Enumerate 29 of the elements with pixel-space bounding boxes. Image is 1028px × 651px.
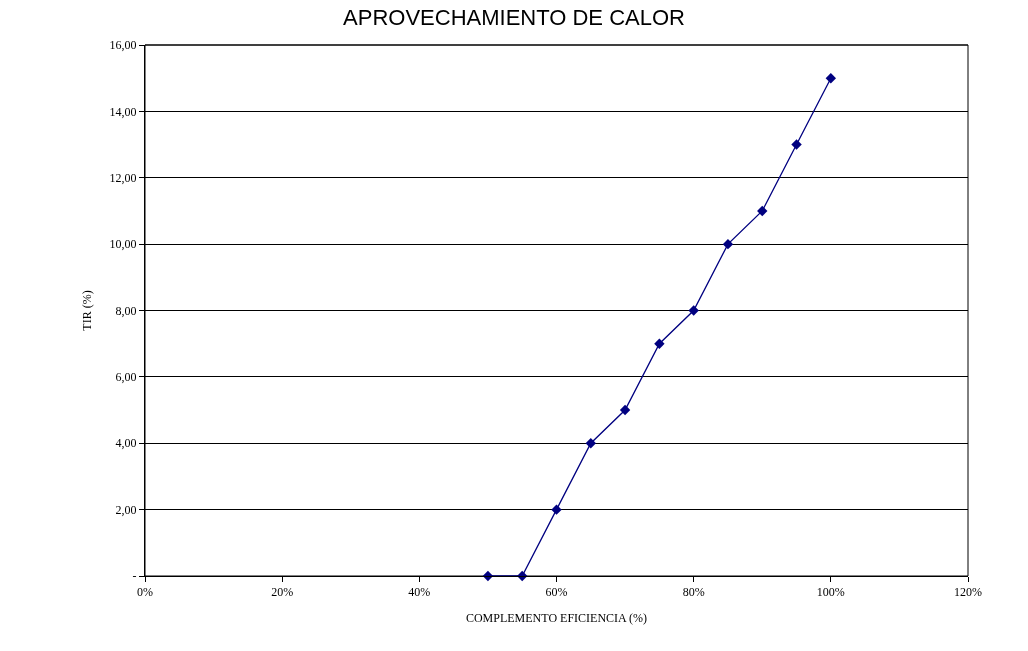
x-tick-label: 20% (271, 585, 294, 600)
x-tick-label: 100% (816, 585, 845, 600)
point (551, 504, 562, 515)
point (757, 205, 768, 217)
y-axis-title: TIR (%) (79, 290, 94, 331)
y-tick-label: 8,00 (115, 303, 137, 318)
point (791, 139, 802, 150)
point (722, 238, 734, 250)
y-tick-label: 4,00 (115, 436, 137, 451)
y-tick-label: 2,00 (115, 502, 137, 517)
x-tick-label: 0% (137, 585, 153, 600)
point (585, 438, 596, 449)
point (654, 338, 665, 349)
point (482, 570, 494, 582)
x-tick-label: 40% (408, 585, 431, 600)
x-tick-label: 80% (682, 585, 705, 600)
y-tick-label: 16,00 (109, 38, 137, 53)
y-tick-label: - (132, 569, 137, 584)
chart-title: APROVECHAMIENTO DE CALOR (343, 5, 685, 31)
y-tick-label: 10,00 (109, 237, 137, 252)
x-tick-label: 120% (954, 585, 982, 600)
y-tick-label: 6,00 (115, 370, 137, 385)
point (825, 72, 837, 84)
y-tick-label: 12,00 (109, 170, 137, 185)
x-tick-label: 60% (545, 585, 568, 600)
y-tick-label: 14,00 (109, 104, 137, 119)
point (688, 305, 699, 316)
point (619, 404, 631, 416)
x-axis-title: COMPLEMENTO EFICIENCIA (%) (465, 611, 648, 626)
